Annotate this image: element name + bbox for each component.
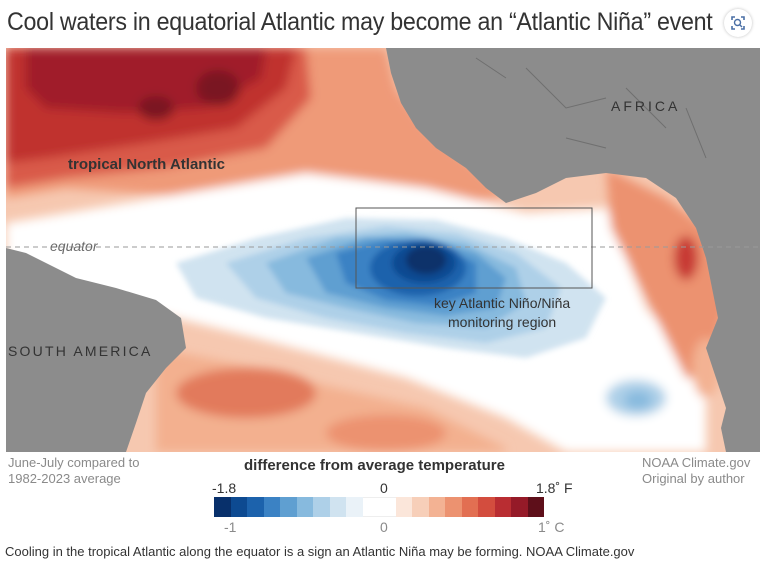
legend-tick-f-max: 1.8˚ F [536,480,573,496]
legend-swatch [379,497,396,517]
credit-note: NOAA Climate.gov Original by author [642,455,750,487]
legend-swatch [494,497,511,517]
legend-swatch [445,497,462,517]
monitoring-region-label: key Atlantic Niño/Niña monitoring region [434,294,570,332]
zoom-button[interactable] [724,9,752,37]
africa-label: AFRICA [611,98,681,114]
legend-swatch [346,497,363,517]
legend-swatch [428,497,445,517]
figure-title: Cool waters in equatorial Atlantic may b… [7,8,713,36]
monitoring-region-label-line2: monitoring region [448,314,557,330]
anomaly-map-graphic [6,48,760,452]
zoom-icon [731,16,745,30]
legend-swatch [362,497,379,517]
tropical-north-atlantic-label: tropical North Atlantic [68,156,225,173]
legend-swatch [412,497,429,517]
legend-area: June-July compared to 1982-2023 average … [6,452,760,540]
legend-swatch [313,497,330,517]
legend-tick-f-zero: 0 [380,480,388,496]
color-scale-bar [214,497,544,517]
legend-swatch [280,497,297,517]
monitoring-region-box [355,207,593,289]
image-caption: Cooling in the tropical Atlantic along t… [5,544,635,559]
south-america-landmass [6,248,186,452]
equator-label: equator [50,238,98,254]
legend-tick-c-max: 1˚ C [538,519,565,535]
legend-swatch [247,497,264,517]
legend-swatch [296,497,313,517]
comparison-note: June-July compared to 1982-2023 average [8,455,140,487]
monitoring-region-label-line1: key Atlantic Niño/Niña [434,295,571,311]
credit-note-line2: Original by author [642,471,745,486]
legend-swatch [395,497,412,517]
legend-swatch [329,497,346,517]
sea-surface-temperature-map: tropical North Atlantic AFRICA SOUTH AME… [6,48,760,452]
legend-title: difference from average temperature [244,457,505,474]
comparison-note-line2: 1982-2023 average [8,471,121,486]
legend-tick-f-min: -1.8 [212,480,237,496]
legend-swatch [527,497,544,517]
africa-landmass [386,48,760,452]
legend-swatch [461,497,478,517]
legend-swatch [511,497,528,517]
credit-note-line1: NOAA Climate.gov [642,455,751,470]
legend-swatch [263,497,280,517]
comparison-note-line1: June-July compared to [8,455,140,470]
legend-tick-c-min: -1 [224,519,237,535]
legend-swatch [214,497,231,517]
legend-swatch [230,497,247,517]
legend-swatch [478,497,495,517]
south-america-label: SOUTH AMERICA [8,343,153,359]
legend-tick-c-zero: 0 [380,519,388,535]
